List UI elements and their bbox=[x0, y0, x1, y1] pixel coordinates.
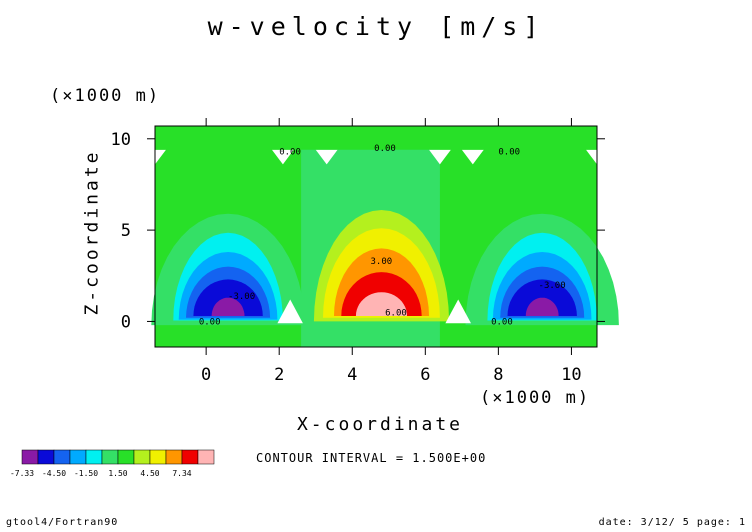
colorbar-swatch-2 bbox=[53, 449, 71, 465]
updraft-center-level-4 bbox=[355, 292, 407, 316]
colorbar-label-1: -4.50 bbox=[42, 469, 66, 478]
contour-label-8: 0.00 bbox=[491, 317, 513, 327]
colorbar-label-5: 7.34 bbox=[172, 469, 191, 478]
mask-top-2 bbox=[315, 149, 338, 165]
mask-top-4 bbox=[461, 149, 484, 165]
mask-bottom-0 bbox=[277, 299, 303, 324]
contour-label-0: 0.00 bbox=[199, 317, 221, 327]
contour-label-2: 0.00 bbox=[279, 148, 301, 158]
colorbar-swatch-3 bbox=[69, 449, 87, 465]
contour-label-1: -3.00 bbox=[228, 292, 255, 302]
contour-label-6: 0.00 bbox=[498, 148, 520, 158]
downdraft-right-level-5 bbox=[525, 297, 559, 316]
contour-label-7: -3.00 bbox=[539, 281, 566, 291]
downdraft-left-level-5 bbox=[211, 297, 245, 316]
y-tick-label-0: 0 bbox=[121, 312, 131, 332]
y-tick-label-2: 10 bbox=[111, 130, 131, 150]
colorbar-swatch-11 bbox=[197, 449, 215, 465]
field-top-band bbox=[155, 126, 597, 150]
x-axis-unit: (×1000 m) bbox=[480, 388, 591, 408]
contour-label-4: 3.00 bbox=[371, 257, 393, 267]
colorbar-swatch-9 bbox=[165, 449, 183, 465]
colorbar-swatch-1 bbox=[37, 449, 55, 465]
contour-label-5: 6.00 bbox=[385, 308, 407, 318]
y-tick-label-1: 5 bbox=[121, 221, 131, 241]
footer-date-page: date: 3/12/ 5 page: 1 bbox=[598, 517, 746, 528]
colorbar-swatch-6 bbox=[117, 449, 135, 465]
plot-frame bbox=[154, 125, 598, 348]
x-tick-label-0: 0 bbox=[201, 365, 211, 385]
colorbar-label-3: 1.50 bbox=[108, 469, 127, 478]
colorbar-swatch-8 bbox=[149, 449, 167, 465]
x-tick-label-5: 10 bbox=[561, 365, 581, 385]
colorbar-swatch-7 bbox=[133, 449, 151, 465]
colorbar-swatch-10 bbox=[181, 449, 199, 465]
contour-label-3: 0.00 bbox=[374, 144, 396, 154]
x-tick-label-3: 6 bbox=[420, 365, 430, 385]
x-axis-label: X-coordinate bbox=[296, 414, 464, 435]
x-tick-label-2: 4 bbox=[347, 365, 357, 385]
downdraft-left-level-4 bbox=[193, 279, 263, 316]
y-axis-unit: (×1000 m) bbox=[50, 86, 161, 106]
x-tick-label-1: 2 bbox=[274, 365, 284, 385]
chart-title: w-velocity [m/s] bbox=[207, 12, 545, 41]
contour-interval-text: CONTOUR INTERVAL = 1.500E+00 bbox=[256, 451, 487, 465]
colorbar-swatch-4 bbox=[85, 449, 103, 465]
colorbar-swatch-5 bbox=[101, 449, 119, 465]
footer-program-label: gtool4/Fortran90 bbox=[6, 517, 119, 528]
colorbar-label-4: 4.50 bbox=[140, 469, 159, 478]
colorbar-label-2: -1.50 bbox=[74, 469, 98, 478]
x-tick-label-4: 8 bbox=[493, 365, 503, 385]
mask-top-3 bbox=[429, 149, 451, 165]
mask-top-1 bbox=[271, 149, 294, 165]
mask-bottom-1 bbox=[445, 299, 471, 324]
colorbar-label-0: -7.33 bbox=[10, 469, 34, 478]
colorbar-swatch-0 bbox=[21, 449, 39, 465]
